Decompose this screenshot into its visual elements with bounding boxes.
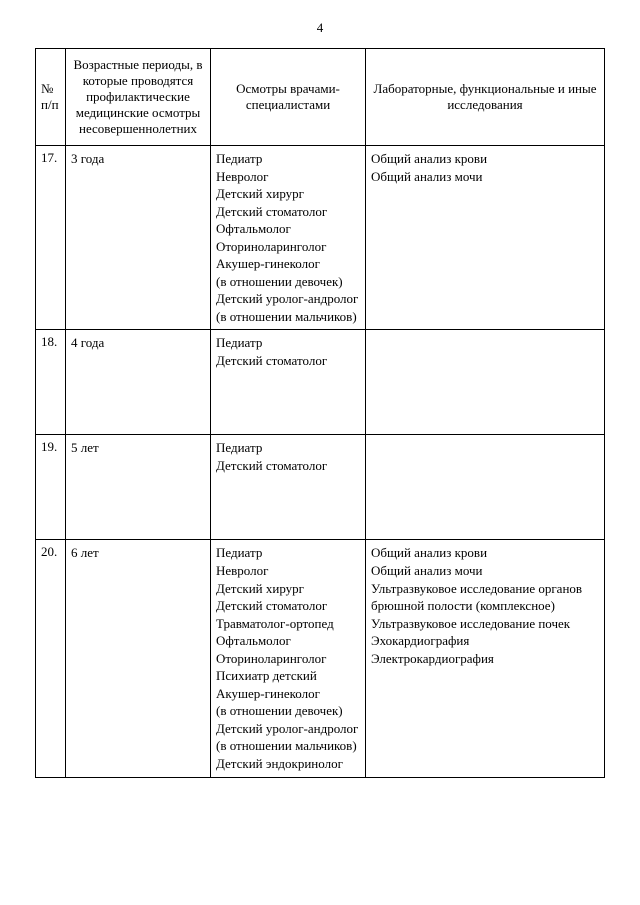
cell-doctors: ПедиатрДетский стоматолог <box>211 330 366 435</box>
cell-num: 20. <box>36 540 66 777</box>
table-row: 18. 4 года ПедиатрДетский стоматолог <box>36 330 605 435</box>
table-header-row: № п/п Возрастные периоды, в которые пров… <box>36 49 605 146</box>
cell-num: 17. <box>36 146 66 330</box>
cell-num: 18. <box>36 330 66 435</box>
cell-doctors: ПедиатрНеврологДетский хирургДетский сто… <box>211 146 366 330</box>
cell-tests: Общий анализ кровиОбщий анализ мочиУльтр… <box>366 540 605 777</box>
cell-tests <box>366 330 605 435</box>
table-row: 17. 3 года ПедиатрНеврологДетский хирург… <box>36 146 605 330</box>
cell-age: 5 лет <box>66 435 211 540</box>
header-tests: Лабораторные, функциональные и иные иссл… <box>366 49 605 146</box>
table-row: 19. 5 лет ПедиатрДетский стоматолог <box>36 435 605 540</box>
medical-exam-table: № п/п Возрастные периоды, в которые пров… <box>35 48 605 778</box>
page-number: 4 <box>35 20 605 36</box>
cell-num: 19. <box>36 435 66 540</box>
cell-tests <box>366 435 605 540</box>
header-age: Возрастные периоды, в которые проводятся… <box>66 49 211 146</box>
header-doctors: Осмотры врачами-специалистами <box>211 49 366 146</box>
cell-doctors: ПедиатрНеврологДетский хирургДетский сто… <box>211 540 366 777</box>
cell-age: 6 лет <box>66 540 211 777</box>
table-row: 20. 6 лет ПедиатрНеврологДетский хирургД… <box>36 540 605 777</box>
cell-tests: Общий анализ кровиОбщий анализ мочи <box>366 146 605 330</box>
cell-doctors: ПедиатрДетский стоматолог <box>211 435 366 540</box>
header-num: № п/п <box>36 49 66 146</box>
cell-age: 3 года <box>66 146 211 330</box>
cell-age: 4 года <box>66 330 211 435</box>
